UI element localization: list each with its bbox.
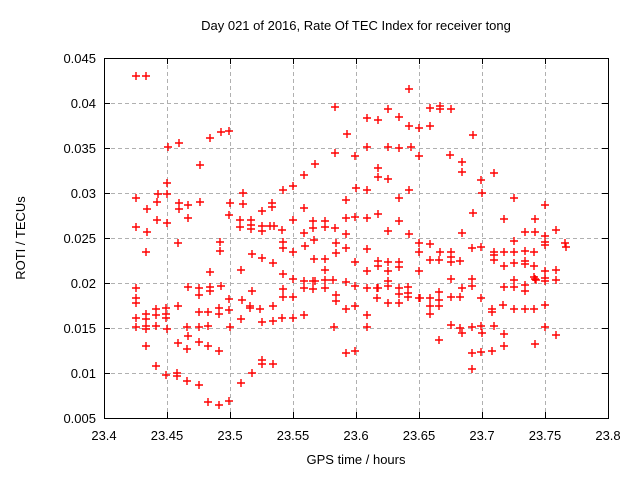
y-tick-label: 0.01 — [71, 366, 96, 381]
chart-title: Day 021 of 2016, Rate Of TEC Index for r… — [201, 18, 511, 33]
plot-frame — [104, 58, 609, 419]
frame-layer — [104, 58, 609, 419]
x-tick-label: 23.45 — [151, 428, 184, 443]
x-tick-label: 23.7 — [469, 428, 494, 443]
x-tick-label: 23.65 — [403, 428, 436, 443]
x-tick-label: 23.5 — [217, 428, 242, 443]
x-tick-label: 23.6 — [343, 428, 368, 443]
y-tick-label: 0.045 — [63, 51, 96, 66]
y-tick-label: 0.025 — [63, 231, 96, 246]
x-tick-label: 23.8 — [595, 428, 620, 443]
scatter-points — [132, 72, 570, 409]
y-tick-label: 0.04 — [71, 96, 96, 111]
grid-layer — [104, 58, 608, 418]
y-axis-label: ROTI / TECUs — [13, 196, 28, 280]
y-tick-label: 0.015 — [63, 321, 96, 336]
x-tick-label: 23.4 — [91, 428, 116, 443]
y-tick-label: 0.035 — [63, 141, 96, 156]
y-tick-label: 0.03 — [71, 186, 96, 201]
x-tick-label: 23.75 — [529, 428, 562, 443]
y-tick-label: 0.005 — [63, 411, 96, 426]
x-axis-label: GPS time / hours — [307, 452, 406, 467]
data-point-markers — [132, 72, 570, 409]
tick-label-layer: 23.4 23.45 23.5 23.55 23.6 23.65 23.7 23.75 23.8… — [63, 51, 620, 443]
x-tick-label: 23.55 — [277, 428, 310, 443]
y-tick-label: 0.02 — [71, 276, 96, 291]
